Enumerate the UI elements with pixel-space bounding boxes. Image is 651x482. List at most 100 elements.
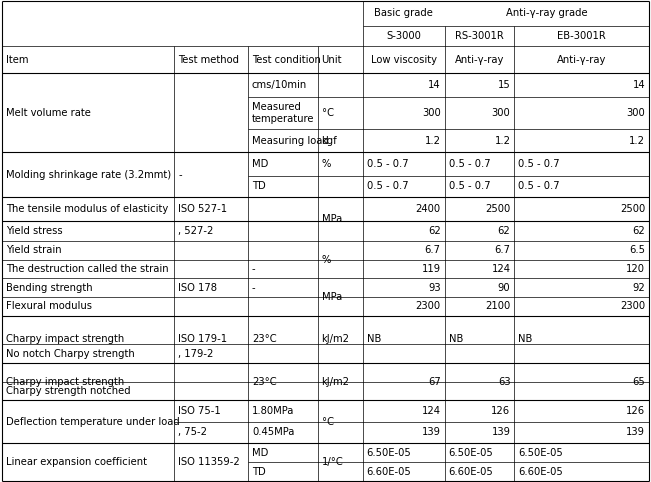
Text: -: -	[252, 283, 256, 293]
Text: -: -	[252, 264, 256, 274]
Text: 0.45MPa: 0.45MPa	[252, 427, 294, 437]
Text: TD: TD	[252, 181, 266, 191]
Text: 126: 126	[626, 406, 645, 416]
Text: 139: 139	[422, 427, 441, 437]
Text: Charpy impact strength: Charpy impact strength	[6, 376, 124, 387]
Text: kgf: kgf	[322, 135, 337, 146]
Text: NB: NB	[449, 335, 463, 344]
Text: 6.5: 6.5	[629, 245, 645, 255]
Text: 119: 119	[422, 264, 441, 274]
Text: Anti-γ-ray grade: Anti-γ-ray grade	[506, 8, 588, 18]
Text: 15: 15	[497, 80, 510, 90]
Text: Measuring load: Measuring load	[252, 135, 329, 146]
Text: 6.50E-05: 6.50E-05	[518, 447, 563, 457]
Text: EB-3001R: EB-3001R	[557, 31, 606, 41]
Text: 1.2: 1.2	[629, 135, 645, 146]
Text: 6.60E-05: 6.60E-05	[367, 467, 411, 477]
Text: 92: 92	[632, 283, 645, 293]
Text: 2300: 2300	[415, 301, 441, 311]
Text: ISO 527-1: ISO 527-1	[178, 204, 227, 214]
Text: kJ/m2: kJ/m2	[322, 335, 350, 344]
Text: 300: 300	[626, 108, 645, 118]
Text: Charpy strength notched: Charpy strength notched	[6, 386, 130, 396]
Text: NB: NB	[367, 335, 381, 344]
Text: 6.50E-05: 6.50E-05	[367, 447, 411, 457]
Text: ISO 178: ISO 178	[178, 283, 217, 293]
Text: 0.5 - 0.7: 0.5 - 0.7	[449, 159, 490, 169]
Text: 6.60E-05: 6.60E-05	[449, 467, 493, 477]
Text: Charpy impact strength: Charpy impact strength	[6, 335, 124, 344]
Text: 0.5 - 0.7: 0.5 - 0.7	[367, 159, 408, 169]
Text: 300: 300	[422, 108, 441, 118]
Text: Anti-γ-ray: Anti-γ-ray	[455, 55, 504, 65]
Text: NB: NB	[518, 335, 533, 344]
Text: Test method: Test method	[178, 55, 240, 65]
Text: MPa: MPa	[322, 292, 342, 302]
Text: 124: 124	[492, 264, 510, 274]
Text: Linear expansion coefficient: Linear expansion coefficient	[6, 457, 147, 467]
Text: No notch Charpy strength: No notch Charpy strength	[6, 348, 135, 359]
Text: 93: 93	[428, 283, 441, 293]
Text: 14: 14	[428, 80, 441, 90]
Text: 14: 14	[633, 80, 645, 90]
Text: 6.50E-05: 6.50E-05	[449, 447, 493, 457]
Text: 23°C: 23°C	[252, 376, 277, 387]
Text: 0.5 - 0.7: 0.5 - 0.7	[518, 159, 560, 169]
Text: 6.60E-05: 6.60E-05	[518, 467, 563, 477]
Text: RS-3001R: RS-3001R	[455, 31, 504, 41]
Text: 90: 90	[498, 283, 510, 293]
Text: cms/10min: cms/10min	[252, 80, 307, 90]
Text: °C: °C	[322, 416, 333, 427]
Text: Low viscosity: Low viscosity	[370, 55, 437, 65]
Text: 62: 62	[497, 226, 510, 236]
Text: Molding shrinkage rate (3.2mmt): Molding shrinkage rate (3.2mmt)	[6, 170, 171, 180]
Text: Item: Item	[6, 55, 29, 65]
Text: 2500: 2500	[620, 204, 645, 214]
Text: 23°C: 23°C	[252, 335, 277, 344]
Text: 1.2: 1.2	[424, 135, 441, 146]
Text: Measured
temperature: Measured temperature	[252, 102, 314, 124]
Text: , 179-2: , 179-2	[178, 348, 214, 359]
Text: 62: 62	[428, 226, 441, 236]
Text: kJ/m2: kJ/m2	[322, 376, 350, 387]
Text: 67: 67	[428, 376, 441, 387]
Text: 62: 62	[632, 226, 645, 236]
Text: 0.5 - 0.7: 0.5 - 0.7	[367, 181, 408, 191]
Text: MD: MD	[252, 159, 268, 169]
Text: 126: 126	[492, 406, 510, 416]
Text: TD: TD	[252, 467, 266, 477]
Text: 2100: 2100	[485, 301, 510, 311]
Text: 139: 139	[492, 427, 510, 437]
Text: %: %	[322, 159, 331, 169]
Text: MPa: MPa	[322, 214, 342, 224]
Text: 300: 300	[492, 108, 510, 118]
Text: 139: 139	[626, 427, 645, 437]
Text: MD: MD	[252, 447, 268, 457]
Text: 0.5 - 0.7: 0.5 - 0.7	[449, 181, 490, 191]
Text: %: %	[322, 254, 331, 265]
Text: Flexural modulus: Flexural modulus	[6, 301, 92, 311]
Text: 65: 65	[632, 376, 645, 387]
Text: , 527-2: , 527-2	[178, 226, 214, 236]
Text: 1/°C: 1/°C	[322, 457, 343, 467]
Text: ISO 11359-2: ISO 11359-2	[178, 457, 240, 467]
Text: 6.7: 6.7	[494, 245, 510, 255]
Text: Melt volume rate: Melt volume rate	[6, 108, 90, 118]
Text: 2300: 2300	[620, 301, 645, 311]
Text: Bending strength: Bending strength	[6, 283, 92, 293]
Text: 6.7: 6.7	[424, 245, 441, 255]
Text: 2400: 2400	[415, 204, 441, 214]
Text: The destruction called the strain: The destruction called the strain	[6, 264, 169, 274]
Text: 124: 124	[422, 406, 441, 416]
Text: 120: 120	[626, 264, 645, 274]
Text: 2500: 2500	[485, 204, 510, 214]
Text: Yield strain: Yield strain	[6, 245, 61, 255]
Text: ISO 179-1: ISO 179-1	[178, 335, 227, 344]
Text: 63: 63	[498, 376, 510, 387]
Text: Basic grade: Basic grade	[374, 8, 433, 18]
Text: ISO 75-1: ISO 75-1	[178, 406, 221, 416]
Text: The tensile modulus of elasticity: The tensile modulus of elasticity	[6, 204, 168, 214]
Text: Unit: Unit	[322, 55, 342, 65]
Text: -: -	[178, 170, 182, 180]
Text: Anti-γ-ray: Anti-γ-ray	[557, 55, 606, 65]
